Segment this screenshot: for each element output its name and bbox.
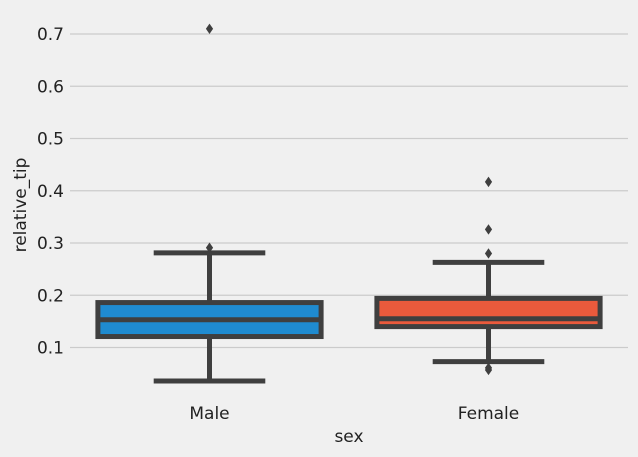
y-tick-label: 0.2 [37, 286, 64, 306]
y-tick-label: 0.1 [37, 339, 64, 359]
iqr-box [374, 295, 603, 330]
box-male [95, 23, 324, 384]
box-female [374, 176, 603, 376]
outlier-point [484, 224, 493, 235]
gridlines [70, 33, 628, 349]
x-tick-label: Female [458, 404, 519, 424]
y-tick-label: 0.4 [37, 182, 64, 202]
y-tick-labels: 0.1 0.2 0.3 0.4 0.5 0.6 0.7 [37, 25, 64, 359]
y-tick-label: 0.6 [37, 77, 64, 97]
outlier-point [484, 248, 493, 259]
y-tick-label: 0.5 [37, 130, 64, 150]
boxes [95, 23, 603, 384]
y-tick-label: 0.7 [37, 25, 64, 45]
y-tick-label: 0.3 [37, 234, 64, 254]
outlier-point [484, 176, 493, 188]
x-tick-label: Male [189, 404, 229, 424]
x-tick-labels: Male Female [189, 404, 519, 424]
outlier-point [484, 362, 493, 374]
x-axis-label: sex [334, 427, 363, 447]
outlier-point [205, 23, 214, 34]
y-axis-label: relative_tip [11, 158, 31, 253]
outlier-point [205, 242, 214, 253]
